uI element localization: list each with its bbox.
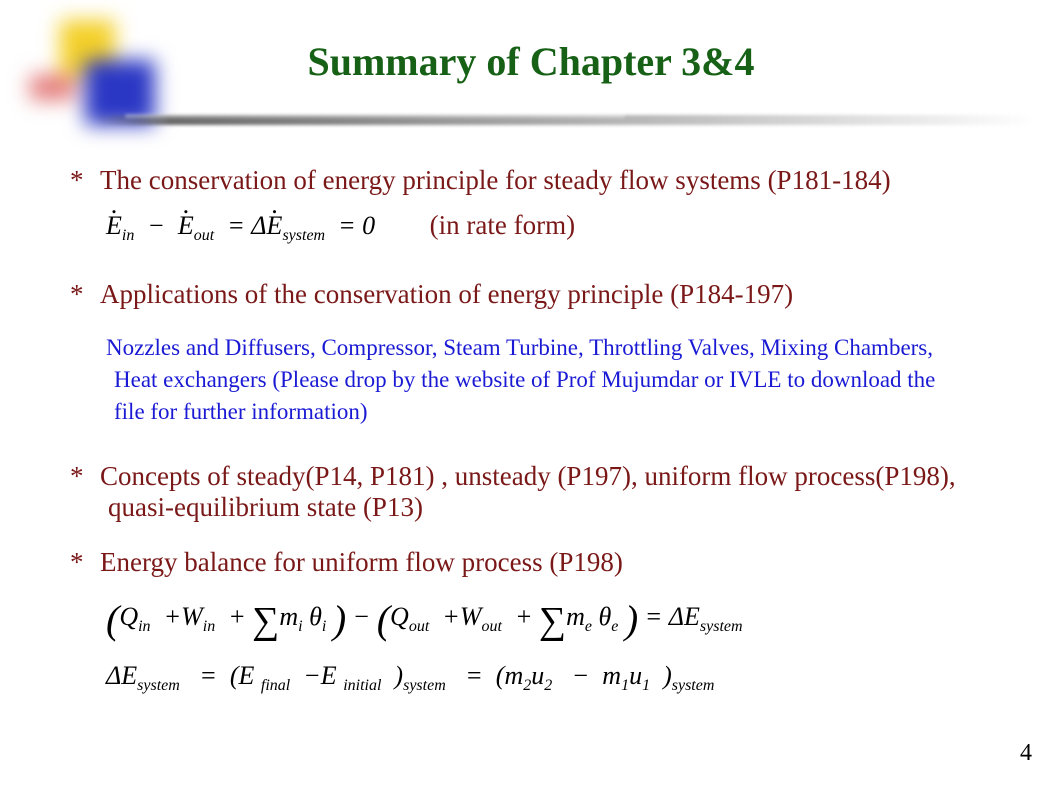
content-area: * The conservation of energy principle f…	[70, 165, 1040, 695]
bullet-3-text: Concepts of steady(P14, P181) , unsteady…	[100, 461, 1040, 523]
slide: Summary of Chapter 3&4 * The conservatio…	[0, 0, 1062, 797]
bullet-star-icon: *	[70, 547, 100, 578]
bullet-star-icon: *	[70, 461, 100, 523]
bullet-3: * Concepts of steady(P14, P181) , unstea…	[70, 461, 1040, 523]
bullet-4: * Energy balance for uniform flow proces…	[70, 547, 1040, 578]
bullet-2-text: Applications of the conservation of ener…	[100, 279, 1040, 310]
bullet-2-subtext: Nozzles and Diffusers, Compressor, Steam…	[106, 332, 1040, 427]
slide-title: Summary of Chapter 3&4	[0, 38, 1062, 85]
horizontal-rule	[95, 115, 1035, 125]
bullet-1-text: The conservation of energy principle for…	[100, 165, 1040, 196]
bullet-1: * The conservation of energy principle f…	[70, 165, 1040, 196]
slide-number: 4	[1020, 740, 1032, 767]
bullet-4-text: Energy balance for uniform flow process …	[100, 547, 1040, 578]
bullet-star-icon: *	[70, 279, 100, 310]
rate-form-note: (in rate form)	[430, 210, 575, 240]
bullet-2: * Applications of the conservation of en…	[70, 279, 1040, 310]
bullet-star-icon: *	[70, 165, 100, 196]
equation-rate-form: Ein − Eout = ΔEsystem = 0 (in rate form)	[106, 210, 1040, 245]
equation-uniform-flow-2: ΔEsystem = (E final −E initial )system =…	[106, 661, 1040, 695]
equation-uniform-flow-1: (Qin +Win + ∑mi θi ) − (Qout +Wout + ∑me…	[106, 602, 1040, 636]
